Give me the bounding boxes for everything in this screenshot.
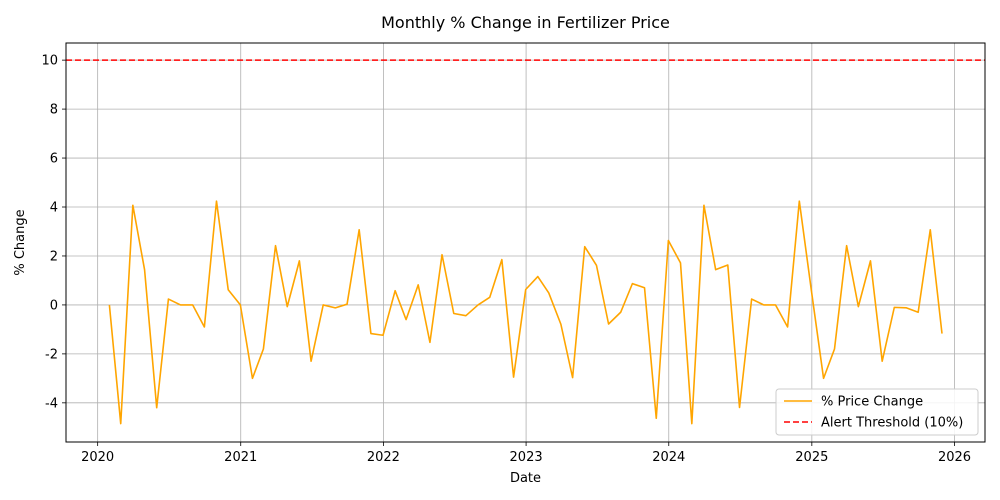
x-tick-label: 2026 [938, 450, 971, 465]
series-line-price-change [108, 200, 943, 425]
y-tick-label: 8 [50, 103, 58, 118]
x-axis-label: Date [510, 471, 541, 486]
plot-frame [65, 42, 986, 443]
chart-title: Monthly % Change in Fertilizer Price [381, 13, 670, 32]
y-tick-label: 2 [50, 249, 58, 264]
axis-ticks: 2020 2021 2022 2023 2024 2025 2026 -4 -2 0 2 4 6 8 10 [41, 54, 971, 465]
x-tick-label: 2022 [367, 450, 400, 465]
x-tick-label: 2020 [81, 450, 114, 465]
y-tick-label: 10 [41, 54, 58, 69]
y-tick-label: -2 [45, 347, 58, 362]
y-axis-label: % Change [13, 209, 28, 275]
plot-area [66, 59, 985, 425]
legend: % Price Change Alert Threshold (10%) [775, 388, 979, 436]
y-tick-label: -4 [45, 396, 58, 411]
x-tick-label: 2024 [652, 450, 685, 465]
y-tick-label: 0 [50, 298, 58, 313]
x-tick-label: 2021 [224, 450, 257, 465]
grid [66, 43, 985, 442]
y-tick-label: 4 [50, 201, 58, 216]
legend-label-price-change: % Price Change [821, 395, 923, 410]
y-tick-label: 6 [50, 152, 58, 167]
x-tick-label: 2023 [510, 450, 543, 465]
legend-label-alert-threshold: Alert Threshold (10%) [821, 416, 963, 431]
legend-box [775, 388, 979, 436]
x-tick-label: 2025 [795, 450, 828, 465]
